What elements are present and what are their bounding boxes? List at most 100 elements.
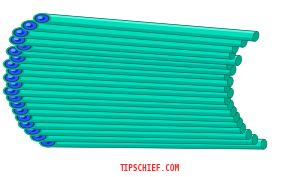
Circle shape	[6, 60, 18, 68]
Circle shape	[14, 101, 19, 104]
Circle shape	[30, 128, 36, 132]
Polygon shape	[48, 144, 264, 149]
Polygon shape	[14, 53, 229, 70]
Polygon shape	[22, 28, 236, 45]
Circle shape	[12, 36, 24, 44]
Circle shape	[21, 44, 27, 48]
Circle shape	[21, 21, 39, 31]
Circle shape	[9, 35, 27, 45]
Circle shape	[39, 137, 57, 147]
Circle shape	[11, 54, 26, 62]
Polygon shape	[41, 21, 255, 41]
Circle shape	[20, 44, 25, 46]
Circle shape	[24, 125, 42, 135]
Ellipse shape	[241, 37, 247, 47]
Circle shape	[11, 68, 16, 71]
Polygon shape	[14, 86, 230, 98]
Circle shape	[9, 53, 27, 63]
Ellipse shape	[224, 70, 230, 80]
Polygon shape	[14, 66, 231, 87]
Circle shape	[4, 87, 20, 95]
Polygon shape	[23, 41, 240, 65]
Circle shape	[8, 88, 13, 91]
Polygon shape	[14, 79, 231, 98]
Circle shape	[18, 109, 24, 112]
Polygon shape	[43, 14, 257, 34]
Polygon shape	[21, 105, 237, 114]
Circle shape	[9, 48, 21, 55]
Polygon shape	[31, 21, 245, 40]
Circle shape	[16, 42, 32, 50]
Circle shape	[17, 108, 22, 111]
Circle shape	[18, 42, 30, 50]
Circle shape	[12, 105, 30, 116]
Circle shape	[42, 138, 54, 146]
Circle shape	[22, 21, 38, 30]
Ellipse shape	[261, 139, 267, 149]
Circle shape	[14, 37, 19, 40]
Polygon shape	[15, 66, 231, 79]
Circle shape	[12, 28, 30, 38]
Circle shape	[17, 30, 22, 33]
Ellipse shape	[228, 100, 234, 110]
Circle shape	[15, 29, 27, 36]
Circle shape	[21, 115, 27, 119]
Polygon shape	[17, 106, 233, 116]
Polygon shape	[24, 112, 240, 128]
Polygon shape	[24, 119, 240, 128]
Circle shape	[6, 46, 24, 56]
Circle shape	[16, 113, 32, 122]
Circle shape	[8, 47, 22, 56]
Circle shape	[12, 100, 24, 107]
Circle shape	[6, 74, 18, 81]
Circle shape	[9, 62, 15, 66]
Circle shape	[8, 75, 13, 78]
Ellipse shape	[227, 77, 233, 87]
Circle shape	[11, 49, 16, 52]
Circle shape	[14, 56, 19, 58]
Ellipse shape	[234, 112, 240, 122]
Polygon shape	[27, 119, 243, 126]
Polygon shape	[17, 35, 234, 59]
Circle shape	[8, 93, 22, 102]
Polygon shape	[14, 99, 230, 110]
Circle shape	[29, 128, 34, 130]
Polygon shape	[17, 42, 232, 59]
Polygon shape	[33, 125, 249, 132]
Polygon shape	[11, 66, 227, 80]
Circle shape	[15, 107, 27, 114]
Ellipse shape	[232, 43, 239, 53]
Circle shape	[36, 135, 42, 138]
Polygon shape	[17, 60, 233, 75]
Circle shape	[23, 121, 28, 124]
Circle shape	[14, 106, 28, 115]
Circle shape	[12, 69, 18, 73]
Polygon shape	[25, 41, 240, 58]
Circle shape	[34, 14, 50, 23]
Ellipse shape	[237, 118, 243, 128]
Ellipse shape	[224, 83, 230, 92]
Polygon shape	[29, 21, 245, 47]
Circle shape	[15, 38, 21, 42]
Polygon shape	[15, 92, 231, 102]
Circle shape	[11, 35, 26, 44]
Circle shape	[11, 95, 16, 98]
Polygon shape	[14, 92, 231, 110]
Circle shape	[20, 119, 34, 128]
Ellipse shape	[252, 135, 258, 145]
Polygon shape	[24, 112, 240, 120]
Polygon shape	[11, 86, 228, 105]
Circle shape	[24, 22, 36, 29]
Circle shape	[26, 23, 31, 26]
Ellipse shape	[246, 130, 252, 139]
Polygon shape	[12, 73, 228, 85]
Circle shape	[24, 122, 30, 126]
Circle shape	[39, 17, 45, 20]
Ellipse shape	[240, 123, 246, 133]
Polygon shape	[20, 35, 235, 53]
Polygon shape	[11, 59, 228, 80]
Polygon shape	[18, 99, 234, 109]
Circle shape	[30, 131, 48, 141]
Circle shape	[35, 134, 40, 137]
Circle shape	[9, 76, 15, 79]
